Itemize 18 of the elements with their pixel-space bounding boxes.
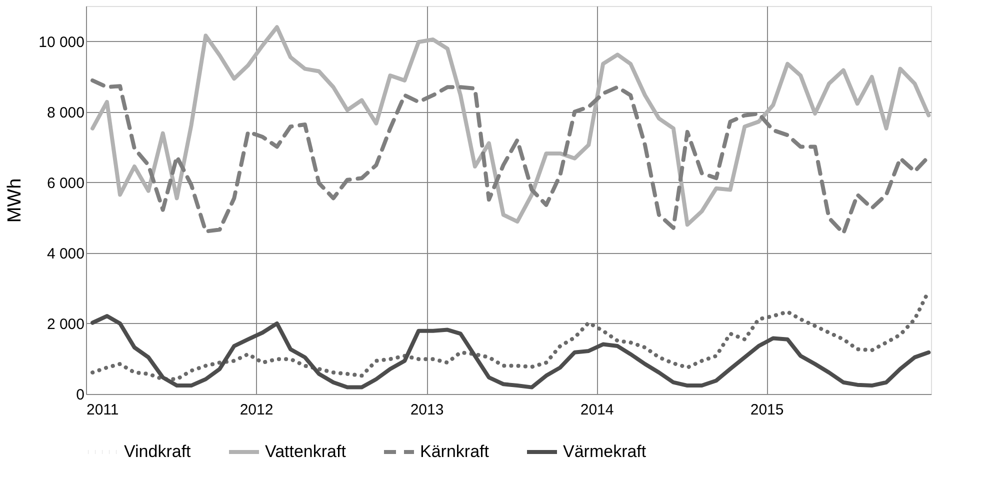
y-tick-label: 6 000 [46, 174, 84, 192]
legend-label: Kärnkraft [420, 442, 490, 461]
x-tick-label: 2013 [410, 402, 444, 418]
y-axis-title: MWh [4, 178, 26, 223]
y-tick-label: 8 000 [46, 104, 84, 122]
legend-label: Vindkraft [124, 442, 192, 461]
y-tick-label: 0 [76, 386, 84, 404]
line-series [90, 25, 931, 227]
x-tick-label: 2012 [240, 402, 274, 418]
legend-label: Värmekraft [563, 442, 646, 461]
x-tick-label: 2014 [580, 402, 614, 418]
y-tick-label: 10 000 [38, 34, 84, 51]
x-tick-label: 2011 [86, 402, 119, 418]
y-tick-label: 4 000 [46, 245, 84, 262]
x-tick-label: 2015 [750, 402, 784, 418]
legend-label: Vattenkraft [265, 442, 346, 461]
y-tick-label: 2 000 [46, 316, 84, 333]
line-series [90, 314, 931, 390]
